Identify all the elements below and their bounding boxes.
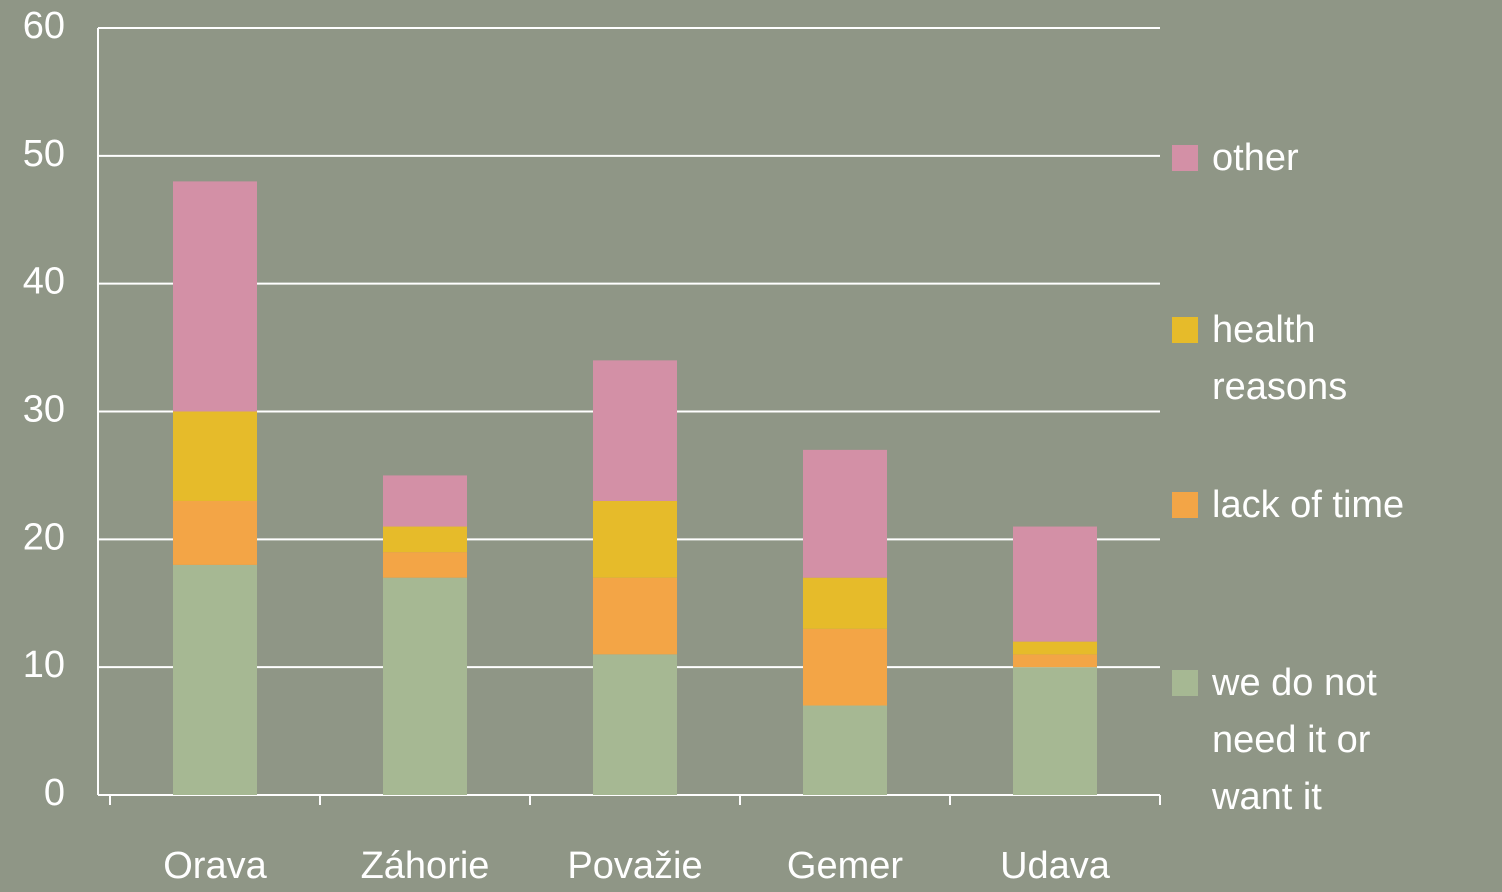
- legend-swatch: [1172, 492, 1198, 518]
- x-tick-label: Považie: [567, 845, 702, 887]
- bar-segment: [383, 577, 467, 795]
- bar-segment: [383, 526, 467, 553]
- x-tick-label: Záhorie: [361, 845, 490, 887]
- legend-swatch: [1172, 670, 1198, 696]
- bar-segment: [593, 654, 677, 795]
- legend-label: health reasons: [1212, 309, 1348, 408]
- bar-segment: [1013, 667, 1097, 795]
- y-tick-label: 20: [23, 516, 65, 558]
- bar-segment: [1013, 526, 1097, 642]
- x-tick-label: Udava: [1000, 845, 1111, 887]
- y-tick-label: 40: [23, 261, 65, 303]
- legend-swatch: [1172, 145, 1198, 171]
- bar-segment: [803, 705, 887, 795]
- legend-item: health reasons: [1172, 302, 1442, 416]
- y-tick-label: 0: [44, 772, 65, 814]
- bar-segment: [803, 628, 887, 706]
- bar-segment: [173, 564, 257, 795]
- y-tick-label: 10: [23, 644, 65, 686]
- bar-segment: [593, 577, 677, 655]
- legend-item: lack of time: [1172, 477, 1442, 534]
- bar-segment: [593, 500, 677, 578]
- y-tick-label: 30: [23, 389, 65, 431]
- y-tick-label: 60: [23, 5, 65, 47]
- legend-item: we do not need it or want it: [1172, 655, 1442, 826]
- bar-segment: [1013, 654, 1097, 668]
- x-tick-label: Gemer: [787, 845, 903, 887]
- bar-segment: [383, 475, 467, 527]
- bar-segment: [383, 552, 467, 578]
- y-tick-label: 50: [23, 133, 65, 175]
- bar-segment: [173, 500, 257, 565]
- legend-item: other: [1172, 130, 1442, 187]
- bar-segment: [593, 360, 677, 501]
- bar-segment: [1013, 641, 1097, 655]
- legend-label: other: [1212, 137, 1299, 179]
- bar-segment: [173, 411, 257, 501]
- legend-label: we do not need it or want it: [1212, 662, 1377, 818]
- bar-segment: [173, 181, 257, 412]
- x-tick-label: Orava: [163, 845, 267, 887]
- legend-swatch: [1172, 317, 1198, 343]
- bar-segment: [803, 449, 887, 578]
- legend-label: lack of time: [1212, 484, 1405, 526]
- bar-segment: [803, 577, 887, 629]
